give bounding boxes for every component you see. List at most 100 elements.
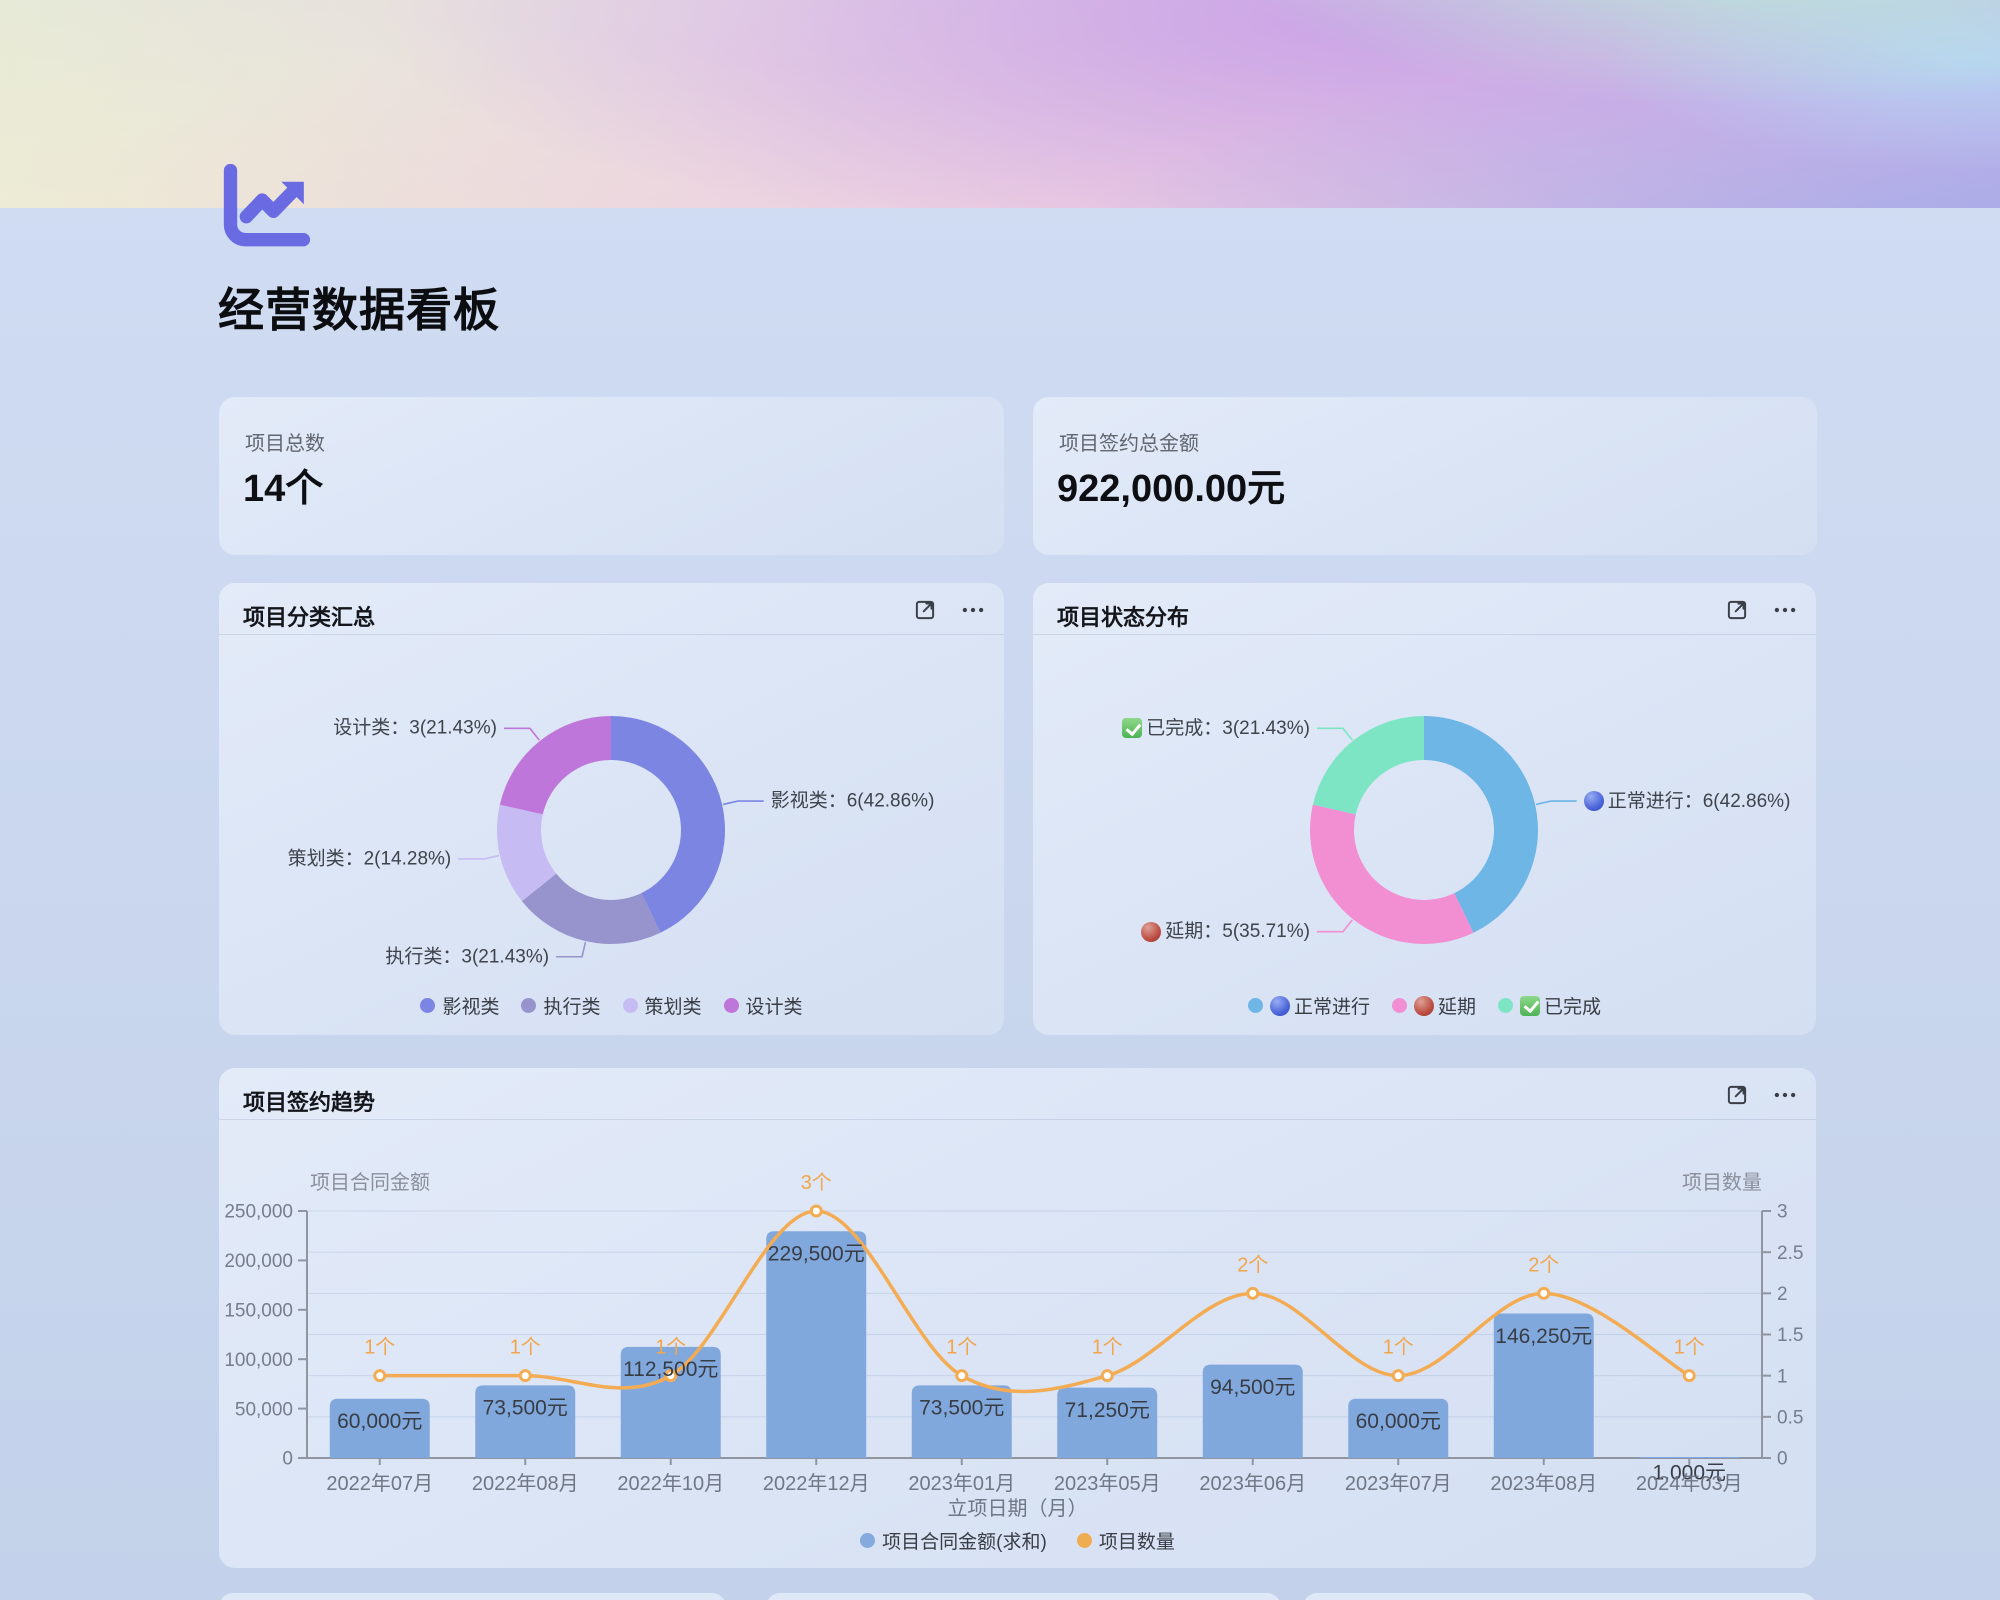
more-options-icon[interactable] [1770,595,1800,625]
svg-text:71,250元: 71,250元 [1065,1399,1150,1422]
open-in-new-icon[interactable] [1722,1080,1752,1110]
red-circle-icon [1413,995,1434,1016]
svg-text:3: 3 [1777,1202,1788,1223]
donut-slice-正常进行[interactable] [1424,716,1538,933]
svg-text:0.5: 0.5 [1777,1407,1803,1428]
svg-text:146,250元: 146,250元 [1495,1325,1592,1348]
card-title: 项目签约趋势 [243,1090,376,1115]
donut-callout-正常进行: 正常进行：6(42.86%) [1583,791,1790,812]
svg-text:60,000元: 60,000元 [1356,1410,1441,1433]
more-options-icon[interactable] [1770,1080,1800,1110]
bar-2022年10月[interactable] [620,1346,721,1458]
svg-text:2024年03月: 2024年03月 [1636,1472,1743,1495]
svg-text:2: 2 [1777,1284,1788,1305]
svg-text:94,500元: 94,500元 [1210,1376,1295,1399]
donut-callout-影视类: 影视类：6(42.86%) [770,790,935,812]
donut-slice-策划类[interactable] [497,804,557,902]
bar-2023年05月[interactable] [1057,1387,1158,1458]
bar-2022年12月[interactable] [766,1231,867,1458]
donut-slice-影视类[interactable] [611,716,725,933]
svg-text:1个: 1个 [510,1336,541,1359]
svg-text:250,000: 250,000 [224,1202,293,1223]
legend-item-项目合同金额(求和)[interactable]: 项目合同金额(求和) [860,1527,1047,1554]
stat-value: 14个 [243,468,324,510]
legend-dot [1076,1533,1092,1548]
x-axis-title: 立项日期（月） [947,1498,1088,1520]
svg-text:2.5: 2.5 [1777,1243,1803,1264]
donut-slice-执行类[interactable] [521,873,661,944]
trend-combo-chart[interactable]: 0 50,000 100,000 150,000 200,000 250,000 0 0.5 1… [219,1068,1816,1568]
svg-text:1个: 1个 [1674,1336,1705,1359]
open-in-new-icon[interactable] [1722,595,1752,625]
bar-2023年07月[interactable] [1348,1398,1449,1458]
legend-dot [622,998,638,1013]
svg-text:项目数量: 项目数量 [1682,1171,1762,1194]
status-donut-chart[interactable]: 正常进行：6(42.86%) 延期：5(35.71%) 已完成：3(21.43%) [1033,635,1816,1035]
legend-dot [521,998,537,1013]
svg-text:3个: 3个 [801,1171,832,1194]
bar-2022年07月[interactable] [329,1398,430,1458]
legend-item-设计类[interactable]: 设计类 [723,992,803,1019]
svg-text:60,000元: 60,000元 [337,1410,422,1433]
svg-text:2023年05月: 2023年05月 [1054,1472,1161,1495]
card-signing-trend: 项目签约趋势 0 50,000 100,000 150,000 200,000 250,0… [219,1068,1816,1568]
stat-label: 项目签约总金额 [1059,433,1199,455]
svg-text:50,000: 50,000 [235,1399,293,1420]
svg-text:1个: 1个 [655,1336,686,1359]
donut-callout-执行类: 执行类：3(21.43%) [385,946,550,968]
red-circle-icon [1141,921,1162,942]
bar-2022年08月[interactable] [475,1385,576,1458]
svg-text:2022年07月: 2022年07月 [326,1472,433,1495]
blue-circle-icon [1583,791,1604,812]
stat-label: 项目总数 [245,433,325,455]
count-line[interactable] [378,1209,1691,1394]
svg-text:112,500元: 112,500元 [623,1358,718,1381]
card-title: 项目状态分布 [1057,605,1190,630]
legend-dot [1391,998,1407,1013]
svg-text:2023年01月: 2023年01月 [908,1472,1015,1495]
legend-item-已完成[interactable]: 已完成 [1498,992,1601,1019]
legend-item-影视类[interactable]: 影视类 [420,992,499,1019]
peek-card [1303,1593,1816,1600]
svg-text:229,500元: 229,500元 [768,1243,865,1266]
blue-circle-icon [1269,995,1290,1016]
svg-text:1个: 1个 [1092,1336,1123,1359]
legend-item-策划类[interactable]: 策划类 [622,992,702,1019]
legend-item-正常进行[interactable]: 正常进行 [1247,992,1370,1019]
svg-text:1个: 1个 [364,1336,395,1359]
dashboard-chart-icon [218,163,318,257]
donut-callout-已完成: 已完成：3(21.43%) [1122,718,1310,739]
svg-text:1.5: 1.5 [1777,1325,1803,1346]
donut-callout-延期: 延期：5(35.71%) [1141,921,1310,942]
svg-text:1,000元: 1,000元 [1652,1461,1726,1484]
category-donut-chart[interactable]: 影视类：6(42.86%) 执行类：3(21.43%) 策划类：2(14.28%) 设… [219,635,1004,1035]
svg-text:2022年10月: 2022年10月 [617,1472,724,1495]
card-header: 项目签约趋势 [219,1068,1816,1120]
svg-text:73,500元: 73,500元 [919,1397,1004,1420]
card-header: 项目分类汇总 [219,583,1004,635]
svg-text:项目合同金额: 项目合同金额 [310,1171,430,1194]
donut-slice-已完成[interactable] [1312,716,1424,815]
bar-2023年06月[interactable] [1202,1364,1303,1458]
legend-item-项目数量[interactable]: 项目数量 [1076,1527,1175,1554]
bar-2023年01月[interactable] [911,1385,1012,1458]
peek-card [219,1593,726,1600]
legend-item-执行类[interactable]: 执行类 [521,992,601,1019]
stat-value: 922,000.00元 [1057,468,1286,510]
donut-slice-设计类[interactable] [499,716,611,815]
bar-2023年08月[interactable] [1493,1313,1594,1458]
bar-2024年03月[interactable] [1639,1457,1740,1458]
svg-text:1: 1 [1777,1366,1788,1387]
svg-text:73,500元: 73,500元 [483,1397,568,1420]
trend-legend: 项目合同金额(求和) 项目数量 [219,1527,1816,1554]
open-in-new-icon[interactable] [910,595,940,625]
stat-card-total-amount: 项目签约总金额 922,000.00元 [1033,397,1817,555]
donut-svg [1310,716,1577,944]
check-icon [1520,995,1540,1016]
banner-gradient [0,0,2000,208]
more-options-icon[interactable] [958,595,988,625]
card-title: 项目分类汇总 [243,605,376,630]
legend-item-延期[interactable]: 延期 [1391,992,1476,1019]
donut-slice-延期[interactable] [1310,804,1474,944]
